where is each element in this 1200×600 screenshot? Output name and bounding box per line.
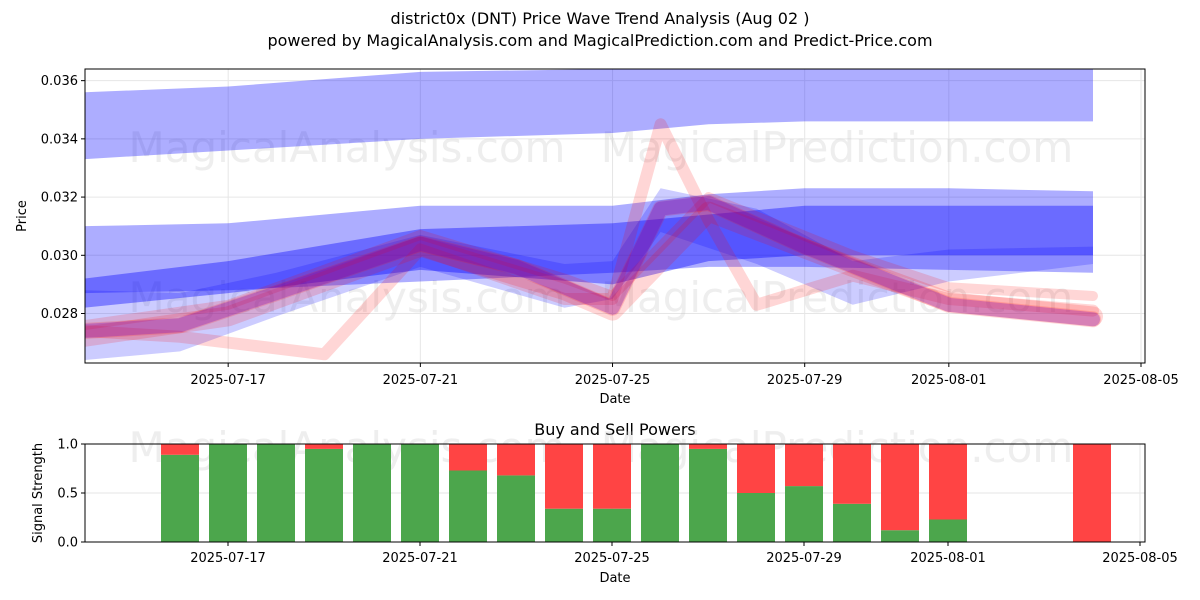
buy-bar [545,508,583,542]
y-axis-label: Price [15,200,30,232]
x-tick-label: 2025-07-29 [766,551,842,566]
chart-title: district0x (DNT) Price Wave Trend Analys… [390,9,810,28]
x-tick-label: 2025-08-01 [910,551,986,566]
buy-bar [497,475,535,542]
x-tick-label: 2025-07-17 [190,551,266,566]
buy-bar [161,454,199,542]
sell-bar [689,444,727,449]
y-tick-label: 0.034 [41,132,78,147]
x-tick-label: 2025-08-01 [911,373,987,388]
price-plot-frame [84,68,1146,364]
y-tick-label: 0.5 [57,487,78,502]
buy-bar [449,470,487,542]
power-chart-title: Buy and Sell Powers [534,420,696,439]
blue-band [85,69,1093,160]
x-tick-label: 2025-07-25 [575,373,651,388]
sell-bar [929,444,967,520]
buy-bar [929,519,967,542]
power-axes: 2025-07-17 2025-07-21 2025-07-25 2025-07-29… [31,438,1178,587]
sell-bar [785,444,823,487]
price-grid [85,69,1145,363]
y-tick-label: 1.0 [57,438,78,453]
x-tick-label: 2025-07-25 [574,551,650,566]
buy-bar [785,486,823,542]
price-lines [85,118,1103,361]
buy-bar [305,448,343,542]
x-tick-label: 2025-07-17 [190,373,266,388]
x-tick-label: 2025-08-05 [1103,373,1179,388]
sell-bar [833,444,871,504]
sell-bar [593,444,631,509]
sell-bar [497,444,535,476]
y-tick-label: 0.030 [41,249,78,264]
buy-bar [833,503,871,542]
sell-bar [737,444,775,493]
blue-band [85,188,1093,361]
buy-bar [401,444,439,542]
x-tick-label: 2025-07-21 [383,373,459,388]
y-axis-label: Signal Strength [31,443,46,543]
sell-bar [545,444,583,509]
buy-bar [593,508,631,542]
red-wave-line [85,192,1098,331]
sell-bar [881,444,919,531]
red-wave-line [85,118,1099,361]
watermark-text: MagicalAnalysis.com [129,273,566,322]
sell-bar [305,444,343,449]
buy-bar [737,493,775,542]
buy-bar [209,444,247,542]
watermark-text: MagicalAnalysis.com [129,123,566,172]
y-tick-label: 0.0 [57,536,78,551]
price-axes: 2025-07-17 2025-07-21 2025-07-25 2025-07-29… [15,74,1179,407]
y-tick-label: 0.036 [41,74,78,89]
watermark-text: MagicalPrediction.com [601,123,1074,172]
blue-band [85,188,1093,294]
purple-overlap-line [85,195,1100,338]
watermark-text: MagicalPrediction.com [601,273,1074,322]
y-tick-label: 0.028 [41,307,78,322]
chart-subtitle: powered by MagicalAnalysis.com and Magic… [267,31,933,50]
red-wave-line [85,194,1101,339]
x-tick-label: 2025-07-21 [382,551,458,566]
price-bands [85,69,1093,361]
power-bars [161,444,1111,542]
buy-bar [689,448,727,542]
y-tick-label: 0.032 [41,191,78,206]
red-wave-line [85,201,1103,347]
x-tick-label: 2025-08-05 [1102,551,1178,566]
buy-bar [353,444,391,542]
buy-bar [881,530,919,542]
x-tick-label: 2025-07-29 [767,373,843,388]
price-watermarks: MagicalAnalysis.com MagicalPrediction.com… [129,123,1074,322]
x-axis-label: Date [599,392,630,407]
blue-band [85,205,1093,308]
sell-bar [161,444,199,455]
sell-bar [449,444,487,471]
x-axis-label: Date [599,571,630,586]
sell-bar [1073,444,1111,542]
buy-bar [641,444,679,542]
buy-bar [257,444,295,542]
watermark-text: MagicalAnalysis.com [129,423,566,472]
